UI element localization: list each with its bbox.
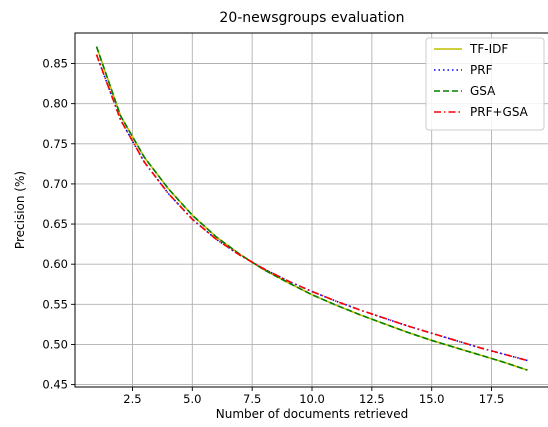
y-tick-label: 0.50	[42, 337, 68, 351]
y-tick-label: 0.45	[42, 378, 68, 392]
series-line-tf-idf	[95, 46, 528, 371]
x-axis-ticks: 2.5 5.0 7.5 10.0 12.5 15.0 17.5	[123, 387, 504, 406]
y-tick-label: 0.75	[42, 137, 68, 151]
y-tick-label: 0.85	[42, 57, 68, 71]
x-tick-label: 17.5	[479, 392, 505, 406]
legend-label-prf: PRF	[470, 63, 493, 77]
chart-title: 20-newsgroups evaluation	[219, 10, 404, 26]
legend-label-tf-idf: TF-IDF	[469, 42, 508, 56]
series-line-prf-gsa	[95, 54, 528, 362]
y-axis-label: Precision (%)	[13, 171, 27, 249]
x-axis-label: Number of documents retrieved	[216, 407, 409, 421]
legend-label-gsa: GSA	[470, 84, 496, 98]
legend: TF-IDF PRF GSA PRF+GSA	[425, 37, 545, 131]
series-lines	[95, 46, 528, 371]
y-tick-label: 0.60	[42, 257, 68, 271]
y-axis-ticks: 0.45 0.50 0.55 0.60 0.65 0.70 0.75 0.80 0.85	[42, 57, 75, 392]
y-tick-label: 0.65	[42, 217, 68, 231]
y-tick-label: 0.70	[42, 177, 68, 191]
legend-label-prf-gsa: PRF+GSA	[470, 105, 529, 119]
x-tick-label: 10.0	[299, 392, 325, 406]
x-tick-label: 15.0	[419, 392, 445, 406]
x-tick-label: 2.5	[123, 392, 141, 406]
x-tick-label: 7.5	[243, 392, 261, 406]
y-tick-label: 0.55	[42, 297, 68, 311]
legend-box	[425, 37, 545, 131]
x-tick-label: 12.5	[359, 392, 385, 406]
x-tick-label: 5.0	[183, 392, 201, 406]
y-tick-label: 0.80	[42, 97, 68, 111]
series-line-prf	[95, 54, 528, 362]
